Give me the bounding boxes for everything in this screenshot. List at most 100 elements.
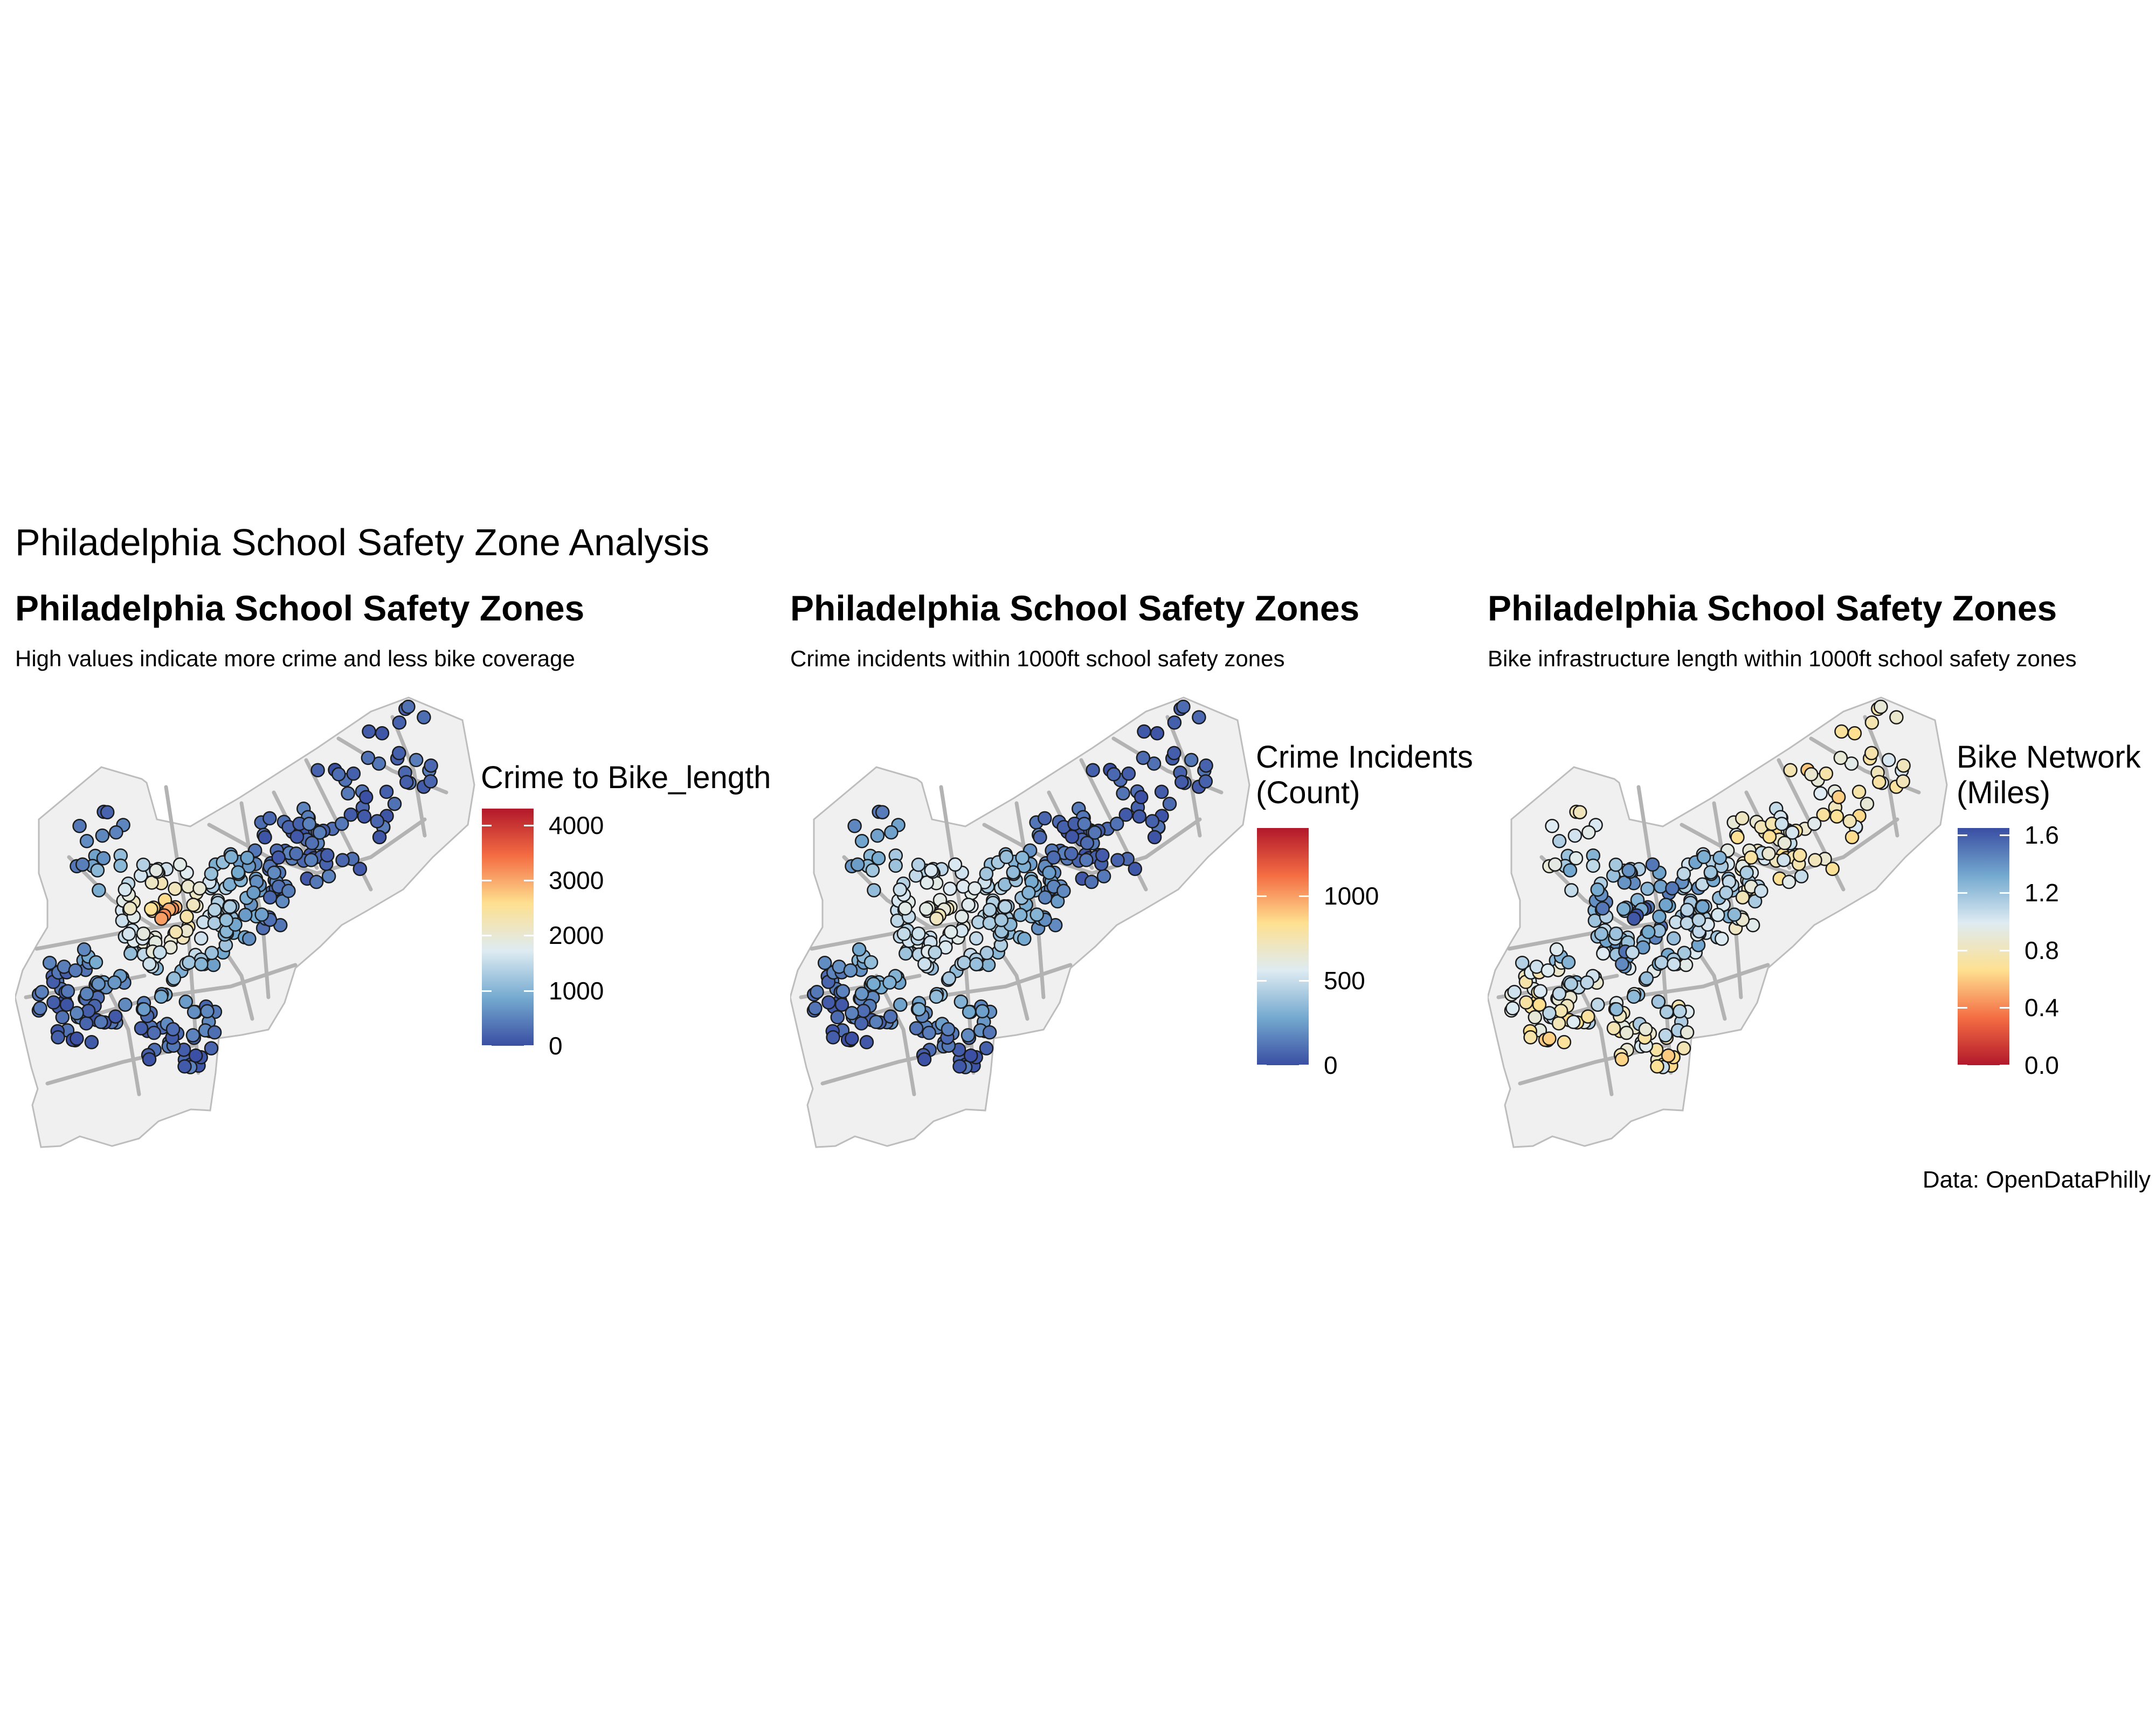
school-point [969, 931, 984, 946]
school-point [108, 1009, 123, 1024]
school-point [262, 890, 278, 905]
school-point [1586, 858, 1600, 873]
road-line [1680, 817, 1899, 875]
school-point [1154, 784, 1169, 799]
legend-tick-mark [1958, 834, 1967, 837]
school-point [1174, 775, 1189, 789]
school-point [956, 879, 971, 894]
school-point [1038, 811, 1052, 826]
legend-tick-label: 1.2 [2024, 879, 2059, 907]
school-point [1667, 957, 1681, 971]
school-point [1638, 1022, 1653, 1037]
school-point [1730, 830, 1745, 845]
school-point [107, 975, 122, 990]
school-point [246, 885, 261, 900]
school-point [142, 957, 157, 971]
school-point [835, 984, 851, 998]
school-point [854, 1016, 869, 1031]
school-point [1864, 715, 1879, 730]
school-point [1676, 866, 1691, 881]
school-point [358, 790, 374, 804]
school-point [1056, 884, 1071, 899]
school-point [898, 901, 913, 916]
school-point [1079, 853, 1094, 867]
school-point [320, 848, 335, 862]
school-point [1621, 863, 1636, 878]
legend-tick-label: 0 [1324, 1051, 1338, 1079]
legend-tick-label: 0.0 [2024, 1051, 2059, 1079]
school-point [821, 995, 836, 1010]
school-point [1572, 805, 1587, 819]
school-point [136, 1002, 151, 1017]
school-point [194, 931, 209, 946]
school-point [911, 1002, 927, 1017]
school-point [808, 1001, 823, 1016]
school-point [1677, 946, 1692, 961]
school-point [179, 909, 194, 924]
school-point [1564, 976, 1578, 991]
school-point [91, 976, 106, 991]
school-point [1033, 830, 1047, 845]
school-point [975, 1004, 990, 1019]
legend-tick-mark [524, 935, 534, 937]
school-point [1785, 825, 1800, 840]
school-point [168, 924, 183, 940]
school-point [1816, 808, 1831, 822]
school-point [929, 989, 944, 1004]
school-point [911, 857, 926, 872]
legend-tick-label: 3000 [549, 866, 604, 895]
school-point [1680, 1025, 1695, 1040]
school-point [1528, 1010, 1543, 1025]
school-point [982, 1025, 997, 1040]
school-point [1666, 931, 1681, 946]
legend-tick-label: 0.4 [2024, 993, 2059, 1022]
school-point [1626, 989, 1641, 1004]
school-point [1807, 816, 1822, 831]
school-point [1184, 753, 1199, 768]
school-point [153, 945, 167, 960]
school-point [1162, 796, 1177, 811]
school-point [88, 955, 103, 970]
school-point [379, 784, 394, 799]
school-point [1834, 724, 1849, 739]
school-point [33, 1001, 47, 1016]
school-point [852, 942, 867, 957]
school-point [1860, 796, 1875, 811]
school-point [134, 1021, 149, 1036]
school-point [1847, 726, 1862, 741]
school-point [1842, 814, 1857, 829]
school-point [957, 955, 971, 970]
school-point [1542, 1031, 1557, 1046]
school-point [1064, 846, 1079, 861]
school-point [1617, 875, 1632, 890]
school-point [1121, 766, 1136, 781]
school-point [917, 957, 932, 971]
school-point [1808, 853, 1822, 867]
legend-tick-mark [2000, 892, 2009, 894]
school-point [208, 902, 222, 917]
school-point [1563, 863, 1578, 878]
school-point [979, 866, 994, 881]
school-point [372, 830, 387, 845]
school-point [994, 913, 1009, 927]
school-point [1614, 1052, 1629, 1067]
school-point [144, 875, 159, 890]
school-point [258, 830, 272, 845]
school-point [896, 927, 911, 941]
school-point [357, 809, 372, 824]
legend-tick-mark [1299, 1065, 1309, 1066]
school-point [924, 863, 938, 878]
school-point [1118, 808, 1134, 822]
school-point [186, 1004, 202, 1019]
legend-title: Bike Network (Miles) [1957, 740, 2141, 810]
school-point [847, 819, 862, 833]
city-map [790, 696, 1250, 1148]
school-point [200, 1004, 215, 1019]
school-point [142, 1052, 157, 1067]
school-point [1833, 750, 1848, 765]
legend-tick-label: 2000 [549, 921, 604, 950]
road-line [874, 974, 916, 1096]
school-point [1844, 756, 1859, 771]
school-point [75, 857, 90, 872]
school-point [84, 1035, 99, 1050]
